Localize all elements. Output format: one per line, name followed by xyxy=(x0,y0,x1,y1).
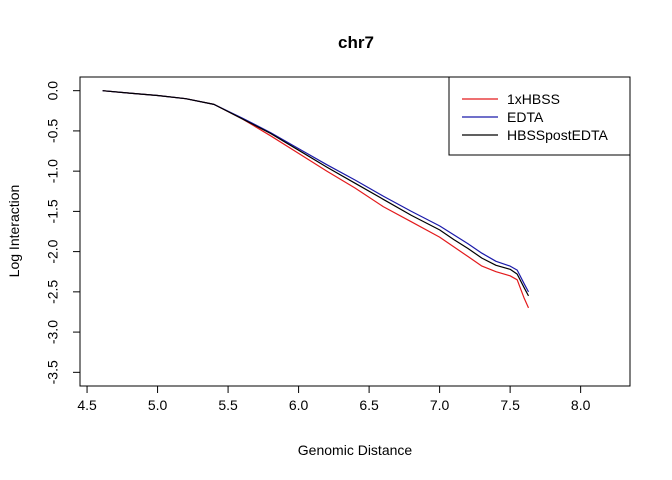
x-tick-label: 4.5 xyxy=(77,397,97,413)
legend-label: 1xHBSS xyxy=(507,91,560,107)
x-tick-label: 5.5 xyxy=(218,397,238,413)
series-layer xyxy=(102,90,530,309)
y-tick-label: 0.0 xyxy=(45,81,61,101)
x-tick-label: 5.0 xyxy=(148,397,168,413)
x-tick-label: 8.0 xyxy=(571,397,591,413)
y-tick-label: -3.0 xyxy=(45,320,61,344)
chart-title: chr7 xyxy=(338,33,374,52)
x-tick-label: 7.0 xyxy=(430,397,450,413)
x-axis: 4.5 5.0 5.5 6.0 6.5 7.0 7.5 8.0 xyxy=(77,385,591,413)
y-axis: 0.0 -0.5 -1.0 -1.5 -2.0 -2.5 -3.0 -3.5 xyxy=(45,81,81,384)
legend-label: EDTA xyxy=(507,109,544,125)
y-tick-label: -1.5 xyxy=(45,199,61,223)
x-tick-label: 6.5 xyxy=(359,397,379,413)
legend: 1xHBSS EDTA HBSSpostEDTA xyxy=(448,76,631,156)
x-axis-label: Genomic Distance xyxy=(298,442,413,458)
series-line-hbsspostedta xyxy=(102,90,530,297)
legend-label: HBSSpostEDTA xyxy=(507,127,609,143)
y-axis-label: Log Interaction xyxy=(6,185,22,278)
y-tick-label: -2.5 xyxy=(45,280,61,304)
x-tick-label: 7.5 xyxy=(500,397,520,413)
y-tick-label: -1.0 xyxy=(45,159,61,183)
y-tick-label: -3.5 xyxy=(45,360,61,384)
y-tick-label: -2.0 xyxy=(45,239,61,263)
y-tick-label: -0.5 xyxy=(45,119,61,143)
x-tick-label: 6.0 xyxy=(289,397,309,413)
legend-box xyxy=(448,76,631,156)
